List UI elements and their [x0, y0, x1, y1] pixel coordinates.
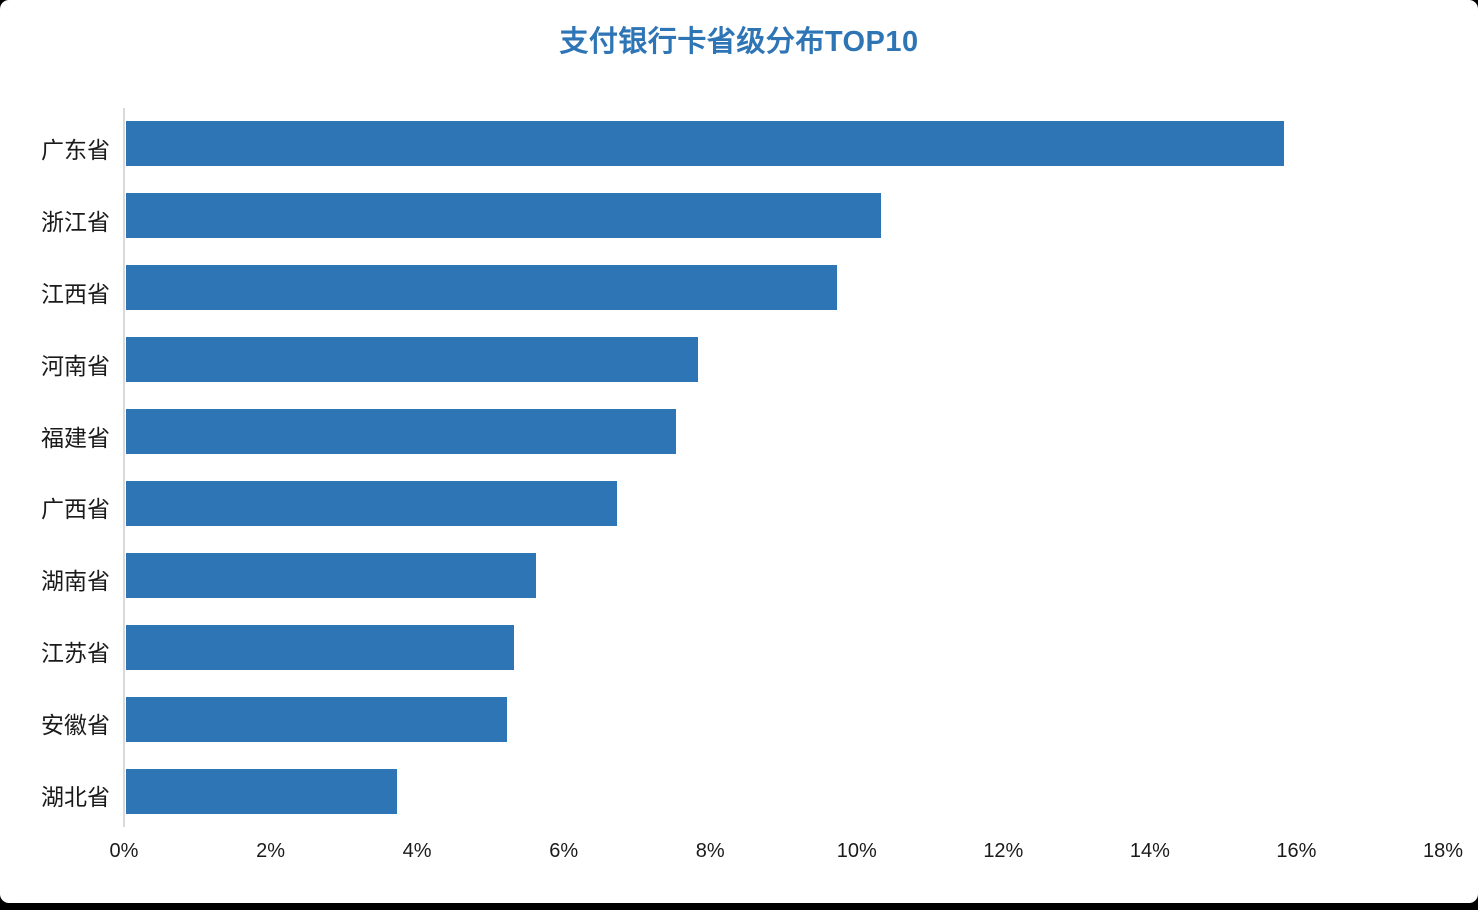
x-tick-label: 10%: [836, 840, 877, 862]
y-axis-line: [123, 108, 125, 827]
bar-湖南省: [126, 552, 537, 598]
category-label: 安徽省: [41, 712, 110, 739]
bar-广东省: [126, 121, 1284, 167]
x-tick-label: 2%: [256, 840, 285, 862]
category-label: 湖北省: [41, 784, 110, 811]
bar-湖北省: [126, 768, 398, 814]
bar-河南省: [126, 337, 698, 383]
bar-福建省: [126, 409, 676, 455]
x-tick-label: 4%: [402, 840, 432, 862]
x-tick-label: 12%: [983, 840, 1024, 862]
category-label: 江西省: [41, 280, 110, 307]
category-label: 福建省: [41, 424, 110, 451]
x-tick-label: 0%: [109, 840, 139, 862]
bar-江苏省: [126, 624, 515, 670]
category-label: 湖南省: [41, 568, 110, 595]
category-label: 江苏省: [41, 640, 110, 667]
category-label: 广东省: [41, 136, 110, 163]
category-label: 河南省: [41, 352, 110, 379]
x-tick-label: 8%: [695, 840, 725, 862]
category-label: 浙江省: [41, 208, 110, 235]
bar-安徽省: [126, 696, 508, 742]
chart-title: 支付银行卡省级分布TOP10: [559, 26, 919, 58]
bar-江西省: [126, 265, 837, 311]
bar-广西省: [126, 480, 617, 526]
x-tick-label: 18%: [1422, 840, 1464, 862]
bar-浙江省: [126, 193, 881, 239]
x-tick-label: 6%: [549, 840, 579, 862]
category-label: 广西省: [41, 496, 110, 523]
plot-area: [123, 108, 1443, 827]
x-tick-label: 14%: [1129, 840, 1170, 862]
x-tick-label: 16%: [1276, 840, 1317, 862]
